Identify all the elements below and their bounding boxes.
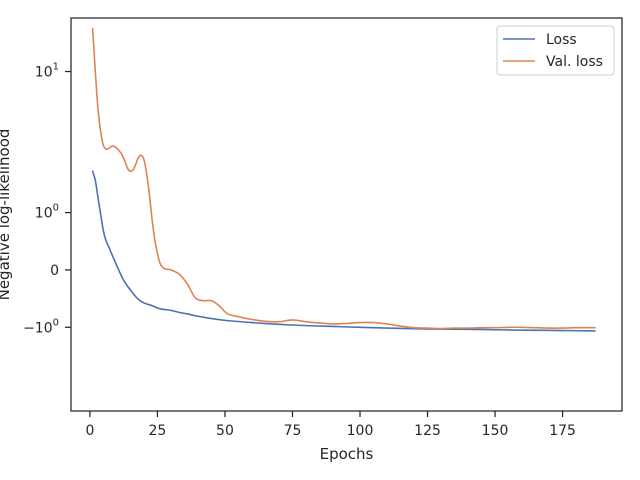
y-tick-base: 0 [50, 263, 59, 279]
legend: Loss Val. loss [496, 25, 615, 76]
x-tick-label: 125 [414, 423, 441, 439]
y-tick-base: 10 [35, 65, 53, 81]
plot-frame [70, 17, 623, 412]
plot-area [91, 27, 596, 332]
x-tick-label: 150 [482, 423, 509, 439]
legend-label-loss: Loss [546, 32, 577, 48]
legend-label-val-loss: Val. loss [546, 54, 603, 70]
x-axis: 0 25 50 75 100 125 150 175 [85, 411, 576, 439]
y-tick-label: −100 [23, 317, 59, 336]
y-tick-base: 10 [35, 206, 53, 222]
x-tick-label: 100 [347, 423, 374, 439]
y-axis-label: Negative log-likelihood [0, 129, 13, 301]
x-axis-label: Epochs [320, 445, 374, 463]
x-tick-label: 175 [549, 423, 576, 439]
x-tick-label: 25 [149, 423, 167, 439]
y-tick-exponent: 0 [53, 203, 59, 214]
y-tick-label: 101 [35, 62, 59, 81]
series-line-val-loss [91, 27, 596, 330]
x-tick-label: 75 [284, 423, 302, 439]
y-tick-base: −10 [23, 320, 53, 336]
y-tick-exponent: 1 [53, 62, 59, 73]
x-tick-label: 0 [85, 423, 94, 439]
y-tick-exponent: 0 [53, 317, 59, 328]
x-tick-label: 50 [216, 423, 234, 439]
y-tick-label: 100 [35, 203, 59, 222]
y-tick-label: 0 [50, 263, 59, 279]
series-line-loss [91, 170, 596, 332]
